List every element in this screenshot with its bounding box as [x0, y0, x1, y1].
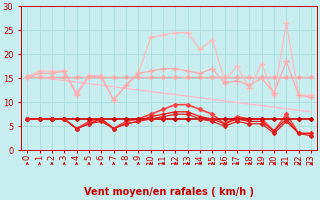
X-axis label: Vent moyen/en rafales ( km/h ): Vent moyen/en rafales ( km/h ) [84, 187, 254, 197]
